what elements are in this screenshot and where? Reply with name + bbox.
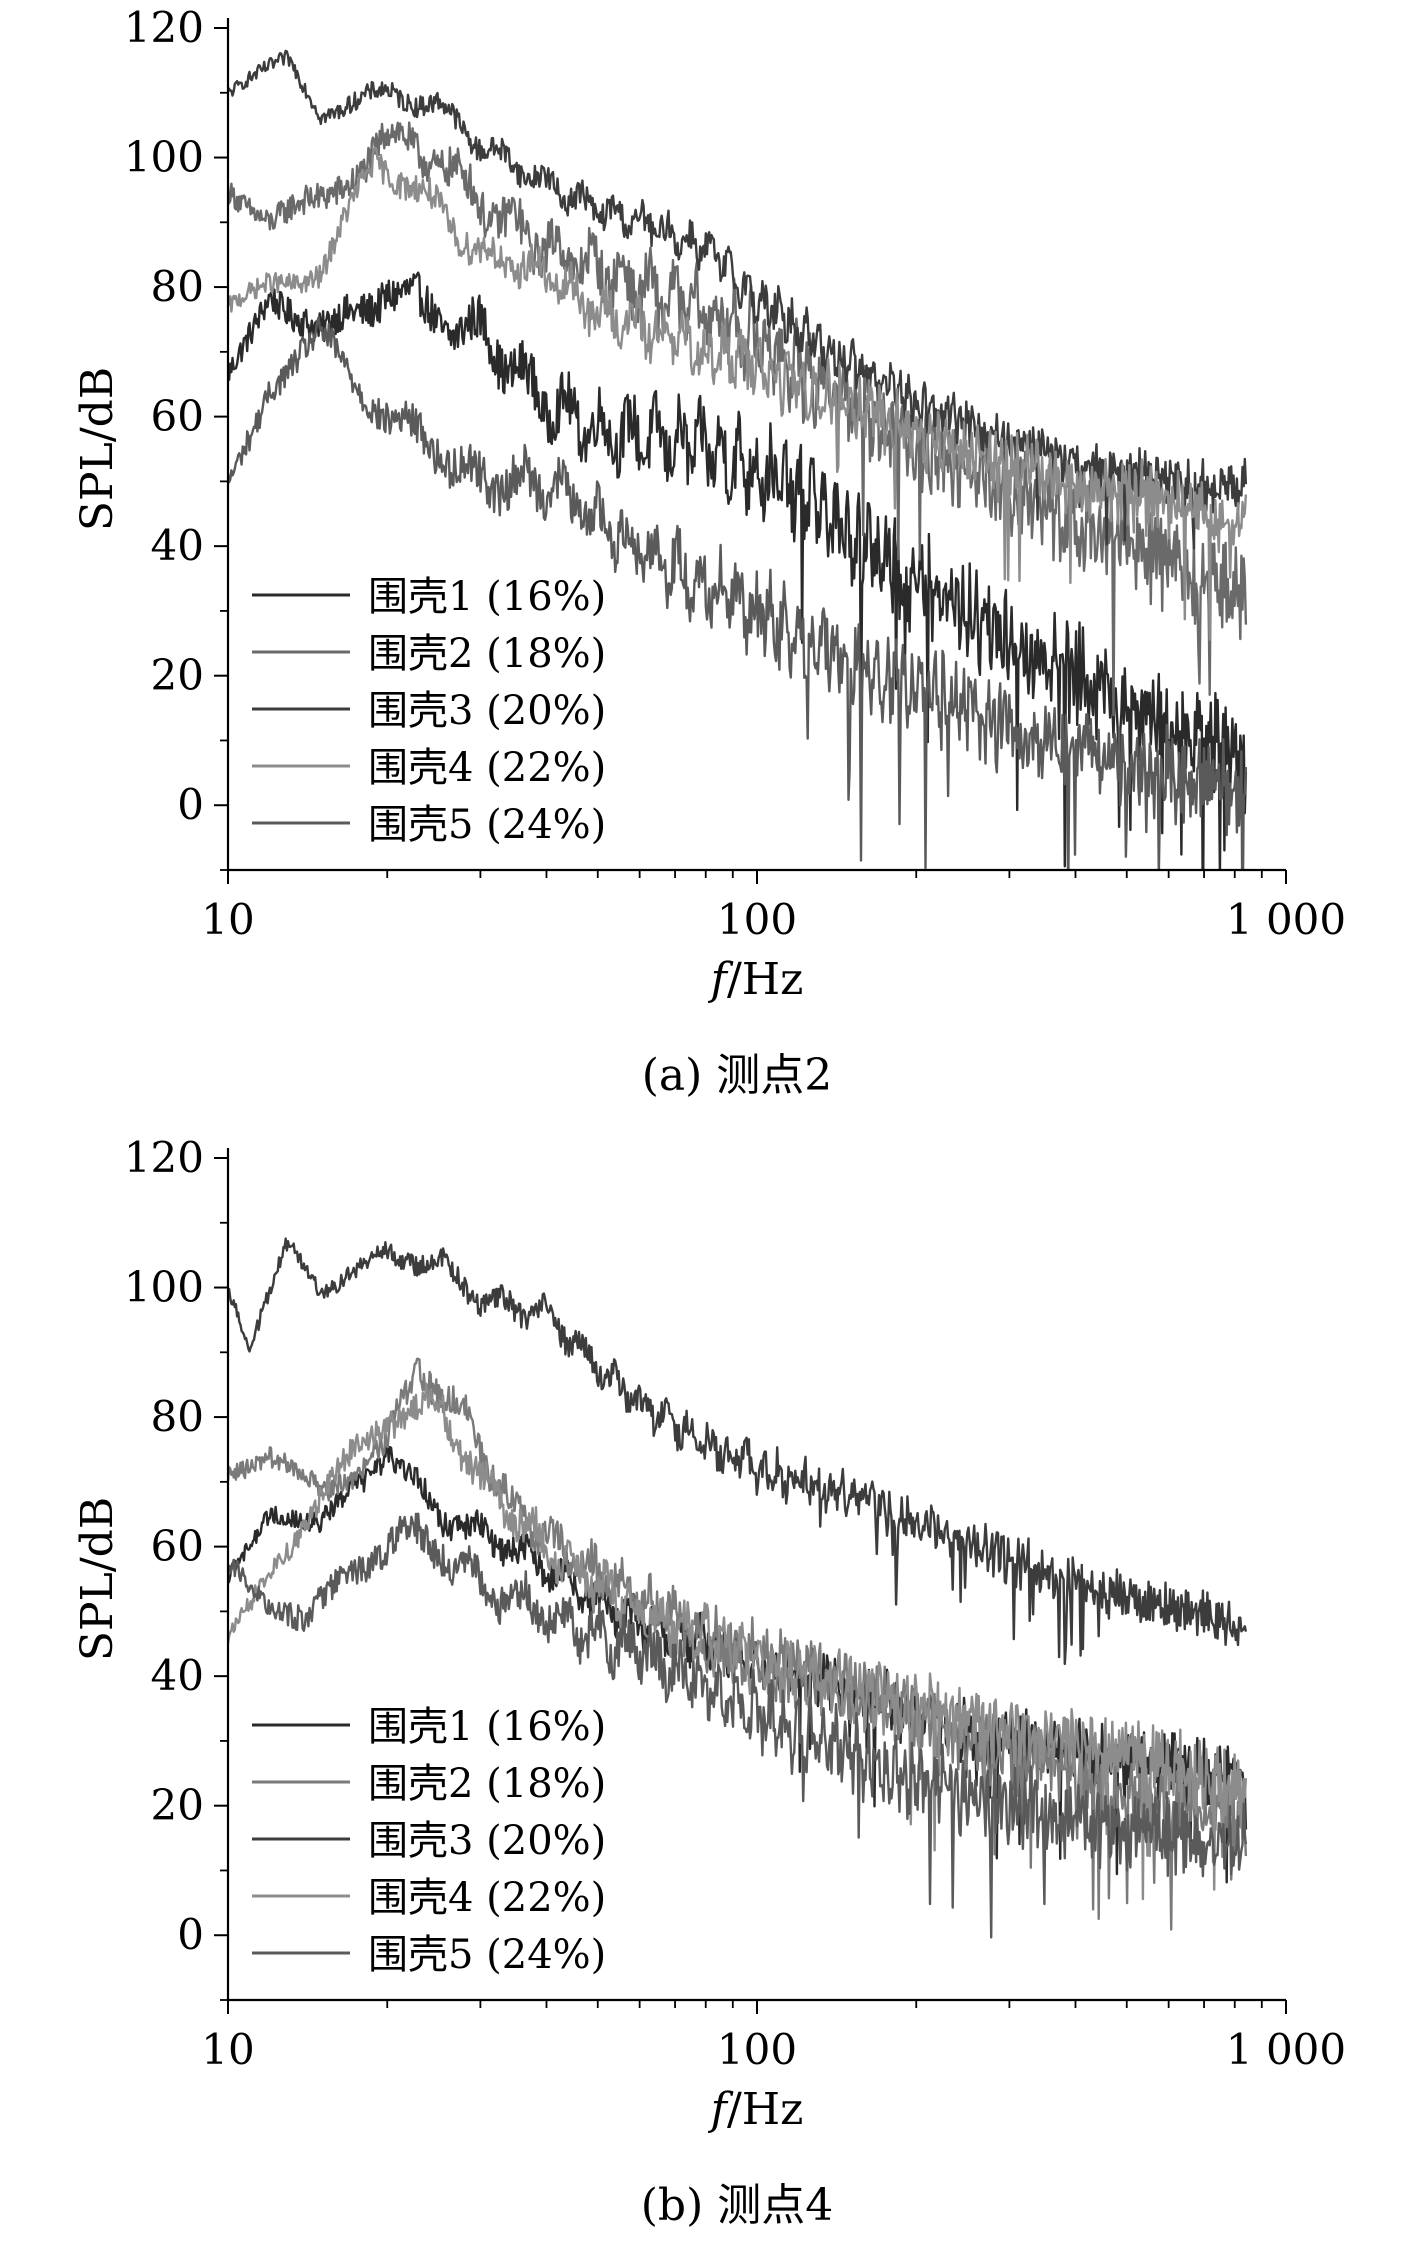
series-line-4	[228, 1382, 1248, 1901]
x-axis-label: f/Hz	[708, 2084, 804, 2135]
x-tick-label: 1 000	[1226, 895, 1346, 944]
x-axis-label: f/Hz	[708, 954, 804, 1005]
chart-panel-a: 0 20 40 60 80 100 120 10 100 1 000 SPL/dB f/Hz 围壳1 (…	[72, 3, 1346, 1101]
x-tick-label: 10	[201, 2025, 254, 2074]
y-tick-label: 80	[151, 1392, 204, 1441]
y-tick-label: 40	[151, 521, 204, 570]
series-line-4	[228, 146, 1248, 641]
chart-svg-b: 0 20 40 60 80 100 120 10 100 1 000 SPL/dB f/Hz 围壳1 (…	[72, 1133, 1346, 2231]
y-tick-label: 60	[151, 1522, 204, 1571]
series-line-5	[228, 316, 1248, 870]
y-tick-label: 20	[151, 651, 204, 700]
x-tick-label: 100	[717, 895, 797, 944]
legend-label: 围壳4 (22%)	[368, 1875, 606, 1921]
chart-caption: (b) 测点4	[641, 2180, 833, 2231]
y-tick-label: 120	[124, 3, 204, 52]
chart-svg-a: 0 20 40 60 80 100 120 10 100 1 000 SPL/dB f/Hz 围壳1 (…	[72, 3, 1346, 1101]
y-tick-label: 100	[124, 1263, 204, 1312]
y-tick-label: 100	[124, 133, 204, 182]
chart-caption: (a) 测点2	[642, 1050, 833, 1101]
y-tick-label: 40	[151, 1651, 204, 1700]
x-axis-label-unit: /Hz	[727, 2084, 803, 2135]
series-line-2	[228, 121, 1248, 717]
x-tick-label: 10	[201, 895, 254, 944]
y-tick-label: 20	[151, 1781, 204, 1830]
legend: 围壳1 (16%) 围壳2 (18%) 围壳3 (20%) 围壳4 (22%) 围壳5 …	[252, 1704, 606, 1978]
legend-label: 围壳3 (20%)	[368, 1818, 606, 1864]
y-tick-label: 0	[177, 780, 204, 829]
series-line-5	[228, 1512, 1248, 1939]
legend-label: 围壳2 (18%)	[368, 631, 606, 677]
legend-label: 围壳1 (16%)	[368, 574, 606, 620]
chart-panel-b: 0 20 40 60 80 100 120 10 100 1 000 SPL/dB f/Hz 围壳1 (…	[0, 1130, 1417, 2260]
x-tick-label: 100	[717, 2025, 797, 2074]
y-tick-label: 0	[177, 1910, 204, 1959]
legend-label: 围壳5 (24%)	[368, 802, 606, 848]
legend-label: 围壳2 (18%)	[368, 1761, 606, 1807]
y-tick-label: 120	[124, 1133, 204, 1182]
legend-label: 围壳3 (20%)	[368, 688, 606, 734]
legend-label: 围壳4 (22%)	[368, 745, 606, 791]
series-line-3	[228, 49, 1248, 550]
y-axis-label: SPL/dB	[72, 367, 123, 531]
series-line-1	[228, 271, 1248, 870]
y-tick-label: 60	[151, 392, 204, 441]
y-axis-label: SPL/dB	[72, 1497, 123, 1661]
series-group	[228, 1237, 1248, 1939]
x-axis-label-unit: /Hz	[727, 954, 803, 1005]
legend-label: 围壳5 (24%)	[368, 1932, 606, 1978]
y-tick-label: 80	[151, 262, 204, 311]
legend-label: 围壳1 (16%)	[368, 1704, 606, 1750]
series-line-3	[228, 1237, 1248, 1666]
series-group	[228, 49, 1248, 870]
x-tick-label: 1 000	[1226, 2025, 1346, 2074]
legend: 围壳1 (16%) 围壳2 (18%) 围壳3 (20%) 围壳4 (22%) 围壳5 …	[252, 574, 606, 848]
